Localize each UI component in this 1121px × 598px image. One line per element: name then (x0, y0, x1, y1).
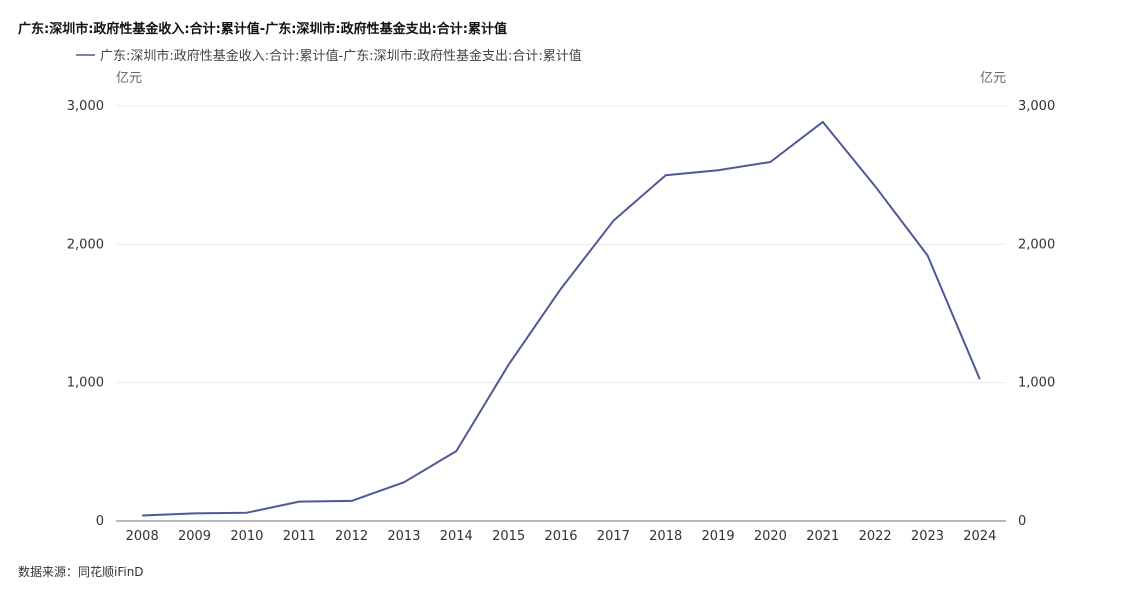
y-tick-label-left: 3,000 (67, 99, 104, 114)
x-tick-label: 2019 (702, 529, 735, 544)
x-tick-label: 2016 (544, 529, 577, 544)
series-group (142, 120, 981, 517)
legend[interactable]: 广东:深圳市:政府性基金收入:合计:累计值-广东:深圳市:政府性基金支出:合计:… (76, 48, 582, 64)
x-tick-label: 2012 (335, 529, 368, 544)
y-tick-label-left: 1,000 (67, 376, 104, 391)
y-tick-label-right: 2,000 (1018, 237, 1055, 252)
x-tick-label: 2011 (283, 529, 316, 544)
x-tick-label: 2023 (911, 529, 944, 544)
x-tick-label: 2009 (178, 529, 211, 544)
x-axis-labels: 2008 2009 2010 2011 2012 2013 2014 2015 2016 2017… (126, 529, 997, 544)
y-axis-right: 0 1,000 2,000 3,000 (1018, 99, 1055, 529)
y-tick-label-left: 0 (96, 514, 104, 529)
x-tick-label: 2022 (859, 529, 892, 544)
x-tick-label: 2010 (230, 529, 263, 544)
x-tick-label: 2015 (492, 529, 525, 544)
y-tick-label-right: 1,000 (1018, 376, 1055, 391)
x-tick-label: 2021 (806, 529, 839, 544)
data-source: 数据来源：同花顺iFinD (18, 565, 144, 579)
x-tick-label: 2024 (963, 529, 996, 544)
y-axis-left: 0 1,000 2,000 3,000 (67, 99, 104, 529)
y-tick-label-right: 3,000 (1018, 99, 1055, 114)
chart-title: 广东:深圳市:政府性基金收入:合计:累计值-广东:深圳市:政府性基金支出:合计:… (18, 22, 507, 37)
x-tick-label: 2020 (754, 529, 787, 544)
y-tick-label-left: 2,000 (67, 237, 104, 252)
x-tick-label: 2017 (597, 529, 630, 544)
x-tick-label: 2008 (126, 529, 159, 544)
y-unit-right: 亿元 (980, 71, 1006, 86)
y-tick-label-right: 0 (1018, 514, 1026, 529)
grid-lines (116, 105, 1006, 384)
series-line[interactable] (142, 120, 981, 517)
y-unit-left: 亿元 (116, 71, 142, 86)
x-tick-label: 2013 (387, 529, 420, 544)
x-tick-label: 2018 (649, 529, 682, 544)
x-tick-label: 2014 (440, 529, 473, 544)
legend-label[interactable]: 广东:深圳市:政府性基金收入:合计:累计值-广东:深圳市:政府性基金支出:合计:… (100, 48, 582, 64)
